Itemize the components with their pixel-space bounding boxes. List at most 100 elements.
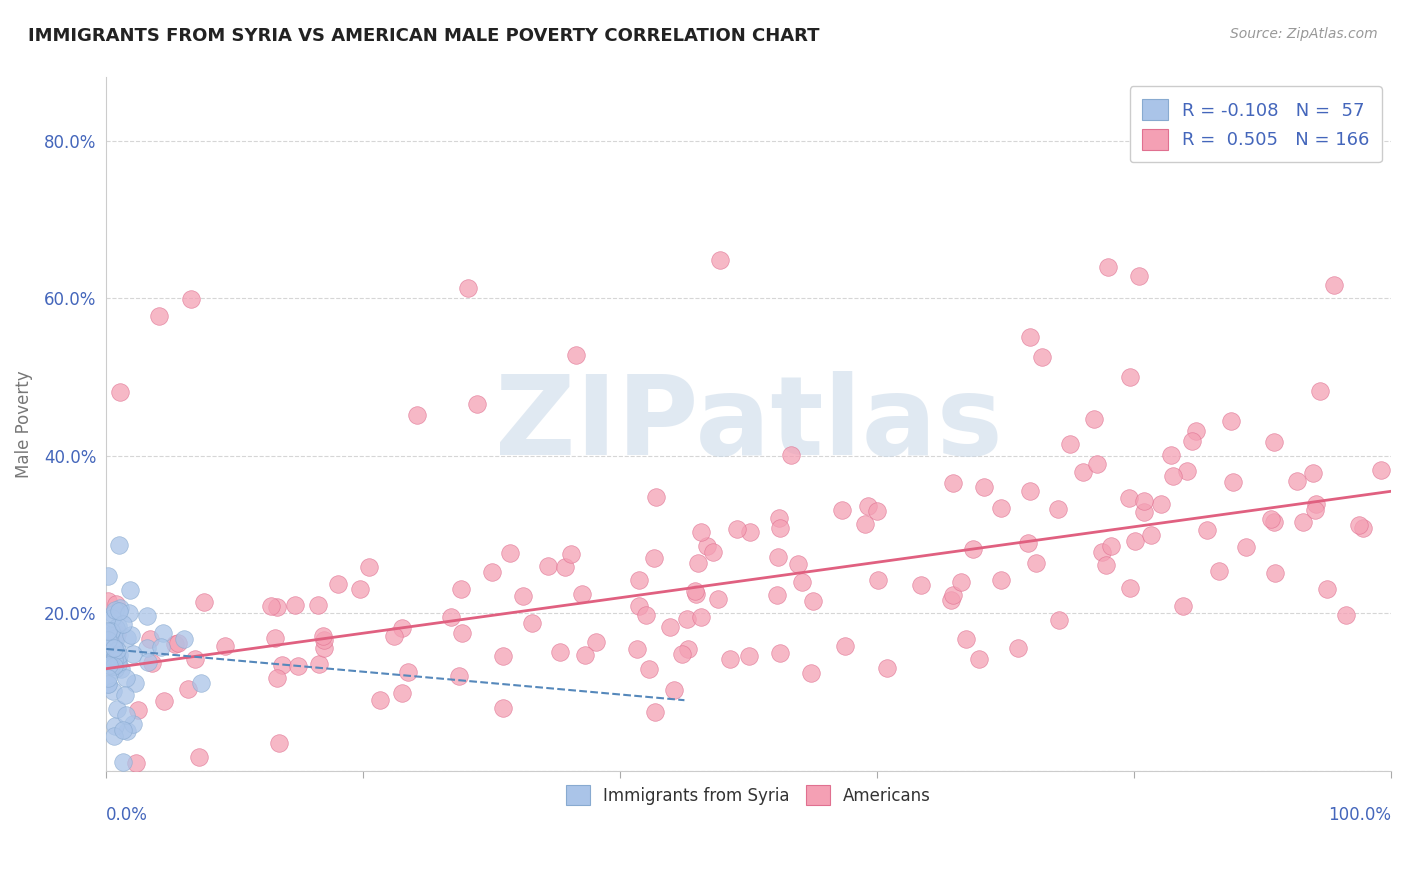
Point (153, 694, 176, 708)
Point (1085, 457, 1108, 471)
Point (1163, 468, 1185, 483)
Point (118, 582, 141, 597)
Point (111, 617, 134, 632)
Y-axis label: Male Poverty: Male Poverty (15, 370, 32, 478)
Point (1128, 268, 1150, 283)
Point (107, 619, 129, 633)
Point (117, 723, 139, 738)
Point (101, 652, 124, 666)
Point (163, 637, 186, 651)
Point (801, 594, 824, 608)
Point (120, 628, 142, 642)
Point (690, 525, 713, 540)
Point (97, 640, 120, 654)
Point (831, 503, 853, 517)
Point (644, 705, 666, 719)
Point (492, 649, 515, 664)
Point (105, 702, 128, 716)
Point (266, 671, 288, 685)
Point (107, 657, 129, 672)
Text: 0.0%: 0.0% (107, 805, 148, 824)
Point (1291, 515, 1313, 529)
Point (104, 631, 127, 645)
Point (122, 648, 145, 662)
Point (287, 659, 309, 673)
Point (1059, 437, 1081, 451)
Point (520, 616, 543, 631)
Point (103, 659, 125, 673)
Text: Source: ZipAtlas.com: Source: ZipAtlas.com (1230, 27, 1378, 41)
Point (114, 688, 136, 702)
Point (103, 653, 125, 667)
Point (105, 642, 128, 657)
Point (967, 651, 990, 665)
Point (97, 628, 120, 642)
Point (1285, 474, 1308, 488)
Point (626, 641, 648, 656)
Point (314, 641, 336, 656)
Point (628, 573, 651, 587)
Point (585, 635, 607, 649)
Point (108, 600, 131, 615)
Point (1047, 502, 1070, 516)
Point (214, 639, 236, 653)
Point (284, 599, 307, 613)
Point (382, 629, 405, 643)
Point (100, 659, 122, 673)
Point (108, 384, 131, 399)
Point (492, 701, 515, 715)
Point (1073, 465, 1095, 479)
Point (636, 607, 658, 622)
Point (141, 657, 163, 671)
Point (962, 542, 984, 557)
Point (740, 525, 762, 540)
Point (1031, 351, 1053, 365)
Point (138, 655, 160, 669)
Point (457, 281, 479, 295)
Point (97, 594, 120, 608)
Point (97, 568, 120, 582)
Point (1197, 523, 1219, 537)
Point (266, 600, 288, 615)
Point (856, 499, 879, 513)
Point (1123, 533, 1146, 548)
Point (1222, 475, 1244, 489)
Point (1160, 448, 1182, 462)
Point (1302, 466, 1324, 480)
Point (1119, 370, 1142, 384)
Point (184, 652, 207, 666)
Point (312, 633, 335, 648)
Point (866, 573, 889, 587)
Point (100, 624, 122, 638)
Text: 100.0%: 100.0% (1329, 805, 1391, 824)
Point (990, 500, 1012, 515)
Point (391, 621, 413, 635)
Point (138, 632, 160, 646)
Point (1099, 539, 1122, 553)
Point (512, 589, 534, 603)
Point (101, 611, 124, 625)
Point (1309, 384, 1331, 398)
Point (135, 608, 157, 623)
Point (136, 640, 159, 655)
Point (1139, 527, 1161, 541)
Point (1150, 497, 1173, 511)
Point (876, 661, 898, 675)
Point (1220, 414, 1243, 428)
Point (1171, 599, 1194, 613)
Point (187, 750, 209, 764)
Point (1185, 425, 1208, 439)
Point (725, 523, 748, 537)
Point (1348, 518, 1371, 533)
Point (574, 648, 596, 663)
Point (112, 723, 135, 737)
Point (499, 546, 522, 560)
Point (554, 560, 576, 574)
Point (790, 575, 813, 590)
Point (108, 538, 131, 552)
Point (370, 693, 392, 707)
Point (97, 624, 120, 638)
Point (548, 645, 571, 659)
Point (112, 755, 135, 769)
Point (271, 657, 294, 672)
